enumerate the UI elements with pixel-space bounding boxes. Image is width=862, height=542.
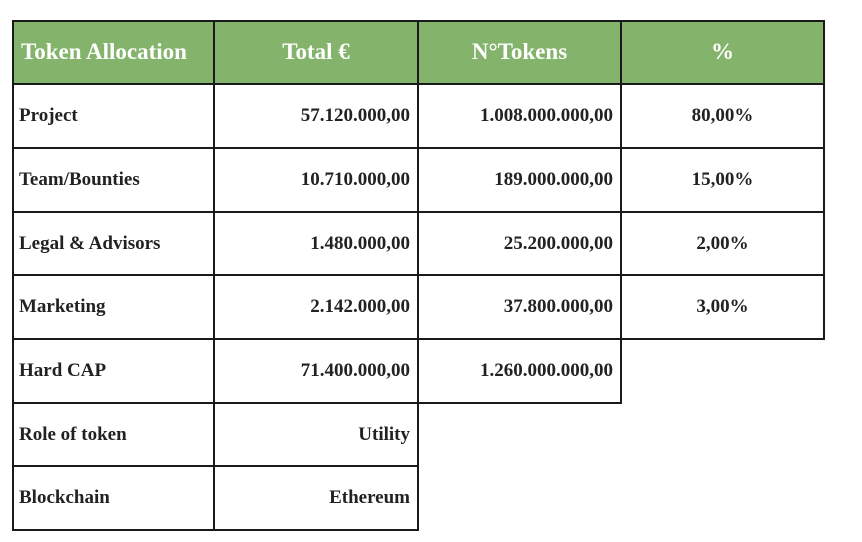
grid-line — [823, 20, 825, 340]
header-total: Total € — [214, 21, 418, 83]
row-percent: 2,00% — [696, 232, 749, 254]
row-label: Legal & Advisors — [19, 232, 161, 254]
grid-line — [12, 20, 14, 531]
row-label: Marketing — [19, 296, 106, 317]
header-tokens: N°Tokens — [418, 21, 621, 83]
header-token-allocation: Token Allocation — [13, 21, 214, 83]
grid-line — [213, 20, 215, 531]
row-tokens: 37.800.000,00 — [503, 296, 613, 317]
row-label: Project — [19, 105, 78, 126]
row-label: Team/Bounties — [19, 169, 140, 190]
grid-line — [12, 529, 419, 531]
row-tokens: 1.260.000.000,00 — [480, 360, 613, 381]
row-total: Ethereum — [329, 487, 410, 508]
row-percent: 15,00% — [691, 169, 754, 190]
row-total: 57.120.000,00 — [300, 105, 410, 126]
row-label: Role of token — [19, 423, 127, 445]
grid-line — [12, 402, 622, 404]
row-tokens: 1.008.000.000,00 — [480, 105, 613, 126]
row-total: 10.710.000,00 — [300, 169, 410, 190]
header-percent: % — [621, 21, 824, 83]
grid-line — [620, 20, 622, 404]
row-total: 1.480.000,00 — [310, 232, 410, 254]
row-tokens: 25.200.000,00 — [503, 232, 613, 254]
grid-line — [12, 465, 419, 467]
row-tokens: 189.000.000,00 — [494, 169, 613, 190]
grid-line — [417, 20, 419, 531]
row-percent: 3,00% — [696, 296, 749, 317]
row-total: 2.142.000,00 — [310, 296, 410, 317]
row-label: Hard CAP — [19, 360, 107, 381]
row-label: Blockchain — [19, 487, 110, 508]
row-total: 71.400.000,00 — [300, 360, 410, 381]
row-percent: 80,00% — [691, 105, 754, 126]
row-total: Utility — [358, 423, 410, 445]
